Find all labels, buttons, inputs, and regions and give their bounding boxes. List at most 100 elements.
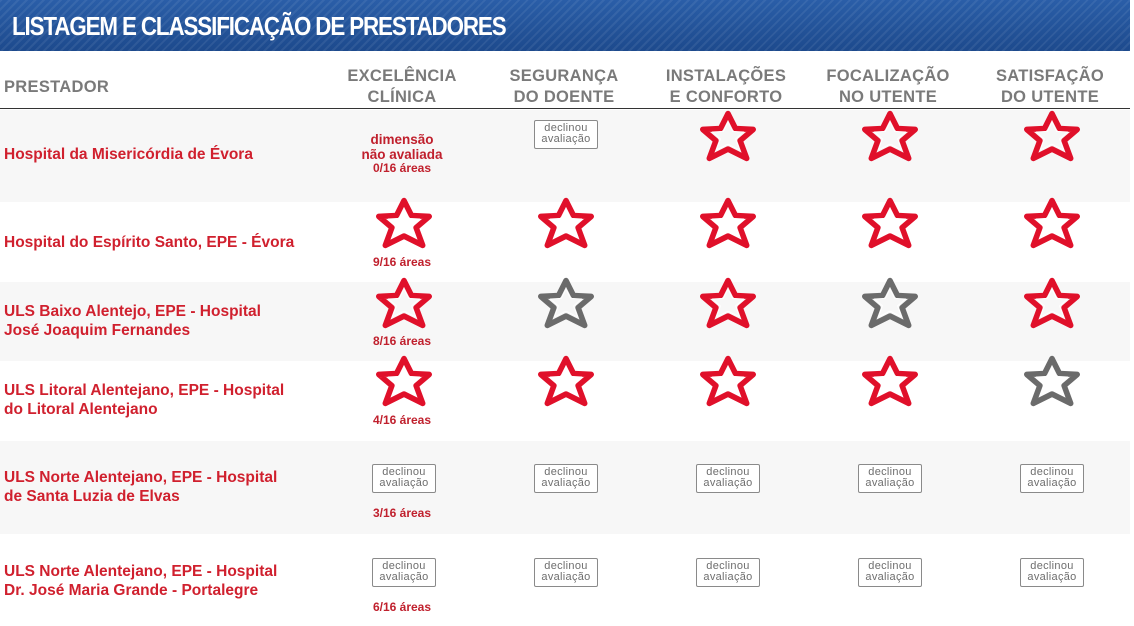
rating-cell-user-satisfaction <box>970 110 1130 202</box>
badge-label-line-1: declinou <box>706 466 750 478</box>
rating-cell-clinical-excellence: declinou avaliação 6/16 áreas <box>322 534 482 626</box>
declined-evaluation-badge: declinou avaliação <box>372 464 436 493</box>
rating-cell-user-focus: declinou avaliação <box>808 534 968 626</box>
column-header-clinical-excellence: EXCELÊNCIA CLÍNICA <box>347 67 457 106</box>
badge-label-line-2: avaliação <box>865 477 915 489</box>
column-header-user-focus: FOCALIZAÇÃO NO UTENTE <box>826 67 950 106</box>
provider-name-line-1: ULS Norte Alentejano, EPE - Hospital <box>4 563 278 580</box>
areas-count: 6/16 áreas <box>372 600 432 614</box>
rating-cell-clinical-excellence: 9/16 áreas <box>322 197 482 282</box>
rating-cell-user-satisfaction: declinou avaliação <box>970 441 1130 534</box>
rating-cell-facilities-comfort <box>646 110 806 202</box>
areas-count: 8/16 áreas <box>372 334 432 348</box>
declined-evaluation-badge: declinou avaliação <box>1020 464 1084 493</box>
red-star-icon <box>376 197 432 249</box>
badge-label-line-1: declinou <box>382 560 426 572</box>
rating-cell-user-satisfaction <box>970 277 1130 361</box>
red-star-icon <box>1024 277 1080 329</box>
badge-label-line-2: avaliação <box>541 571 591 583</box>
rating-cell-user-satisfaction: declinou avaliação <box>970 534 1130 626</box>
badge-label-line-2: avaliação <box>1027 477 1077 489</box>
gray-star-icon <box>862 277 918 329</box>
badge-label-line-1: declinou <box>1030 466 1074 478</box>
badge-label-line-1: declinou <box>706 560 750 572</box>
badge-label-line-1: declinou <box>382 466 426 478</box>
not-evaluated-line-2: não avaliada <box>361 147 443 162</box>
areas-count: 3/16 áreas <box>372 506 432 520</box>
red-star-icon <box>700 197 756 249</box>
column-header-provider: PRESTADOR <box>4 78 110 96</box>
badge-label-line-2: avaliação <box>703 571 753 583</box>
declined-evaluation-badge: declinou avaliação <box>372 558 436 587</box>
gray-star-icon <box>1024 355 1080 407</box>
rating-cell-patient-safety: declinou avaliação <box>484 441 644 534</box>
rating-cell-user-focus: declinou avaliação <box>808 441 968 534</box>
provider-name-line-1: ULS Litoral Alentejano, EPE - Hospital <box>4 382 285 399</box>
red-star-icon <box>538 355 594 407</box>
provider-name-link[interactable]: ULS Norte Alentejano, EPE - Hospital Dr. … <box>4 562 324 600</box>
badge-label-line-1: declinou <box>1030 560 1074 572</box>
red-star-icon <box>862 197 918 249</box>
red-star-icon <box>376 355 432 407</box>
rating-cell-facilities-comfort: declinou avaliação <box>646 441 806 534</box>
red-star-icon <box>538 197 594 249</box>
rating-cell-patient-safety: declinou avaliação <box>484 110 644 202</box>
provider-name-link[interactable]: ULS Litoral Alentejano, EPE - Hospital do… <box>4 381 324 419</box>
rating-cell-user-focus <box>808 355 968 441</box>
gray-star-icon <box>538 277 594 329</box>
provider-name-link[interactable]: Hospital do Espírito Santo, EPE - Évora <box>4 233 324 252</box>
provider-name-line-1: Hospital do Espírito Santo, EPE - Évora <box>4 234 295 251</box>
declined-evaluation-badge: declinou avaliação <box>696 464 760 493</box>
badge-label-line-2: avaliação <box>379 477 429 489</box>
provider-name-link[interactable]: Hospital da Misericórdia de Évora <box>4 145 324 164</box>
column-header-user-satisfaction: SATISFAÇÃO DO UTENTE <box>995 67 1105 106</box>
provider-name-line-1: Hospital da Misericórdia de Évora <box>4 146 253 163</box>
rating-cell-clinical-excellence: 4/16 áreas <box>322 355 482 441</box>
column-header-patient-safety: SEGURANÇA DO DOENTE <box>509 67 619 106</box>
areas-count: 9/16 áreas <box>372 255 432 269</box>
rating-cell-facilities-comfort <box>646 197 806 282</box>
rating-cell-clinical-excellence: 8/16 áreas <box>322 277 482 361</box>
rating-cell-patient-safety <box>484 355 644 441</box>
declined-evaluation-badge: declinou avaliação <box>696 558 760 587</box>
table-row: ULS Baixo Alentejo, EPE - Hospital José J… <box>0 277 1130 361</box>
rating-cell-patient-safety <box>484 277 644 361</box>
not-evaluated-label: dimensão não avaliada <box>322 132 482 162</box>
rating-cell-user-focus <box>808 197 968 282</box>
badge-label-line-2: avaliação <box>541 477 591 489</box>
rating-cell-facilities-comfort <box>646 277 806 361</box>
rating-cell-clinical-excellence: declinou avaliação 3/16 áreas <box>322 441 482 534</box>
provider-name-line-2: do Litoral Alentejano <box>4 401 158 418</box>
areas-count: 4/16 áreas <box>372 413 432 427</box>
declined-evaluation-badge: declinou avaliação <box>534 120 598 149</box>
not-evaluated-line-1: dimensão <box>370 132 434 147</box>
badge-label-line-2: avaliação <box>1027 571 1077 583</box>
badge-label-line-1: declinou <box>544 560 588 572</box>
rating-cell-patient-safety <box>484 197 644 282</box>
provider-name-line-2: José Joaquim Fernandes <box>4 322 191 339</box>
rating-cell-patient-safety: declinou avaliação <box>484 534 644 626</box>
badge-label-line-1: declinou <box>544 466 588 478</box>
red-star-icon <box>1024 197 1080 249</box>
red-star-icon <box>376 277 432 329</box>
rating-cell-user-focus <box>808 110 968 202</box>
red-star-icon <box>700 277 756 329</box>
badge-label-line-2: avaliação <box>865 571 915 583</box>
badge-label-line-1: declinou <box>544 122 588 134</box>
declined-evaluation-badge: declinou avaliação <box>1020 558 1084 587</box>
red-star-icon <box>700 110 756 162</box>
table-row: ULS Litoral Alentejano, EPE - Hospital do… <box>0 355 1130 441</box>
provider-name-link[interactable]: ULS Norte Alentejano, EPE - Hospital de S… <box>4 468 324 506</box>
badge-label-line-2: avaliação <box>541 133 591 145</box>
rating-cell-user-satisfaction <box>970 355 1130 441</box>
badge-label-line-1: declinou <box>868 560 912 572</box>
declined-evaluation-badge: declinou avaliação <box>858 464 922 493</box>
table-row: Hospital da Misericórdia de Évora dimensã… <box>0 110 1130 202</box>
rating-cell-user-satisfaction <box>970 197 1130 282</box>
rating-cell-clinical-excellence: dimensão não avaliada 0/16 áreas <box>322 110 482 202</box>
page-title: LISTAGEM E CLASSIFICAÇÃO DE PRESTADORES <box>12 11 507 41</box>
red-star-icon <box>862 110 918 162</box>
provider-name-link[interactable]: ULS Baixo Alentejo, EPE - Hospital José J… <box>4 302 324 340</box>
red-star-icon <box>700 355 756 407</box>
provider-name-line-2: Dr. José Maria Grande - Portalegre <box>4 582 259 599</box>
